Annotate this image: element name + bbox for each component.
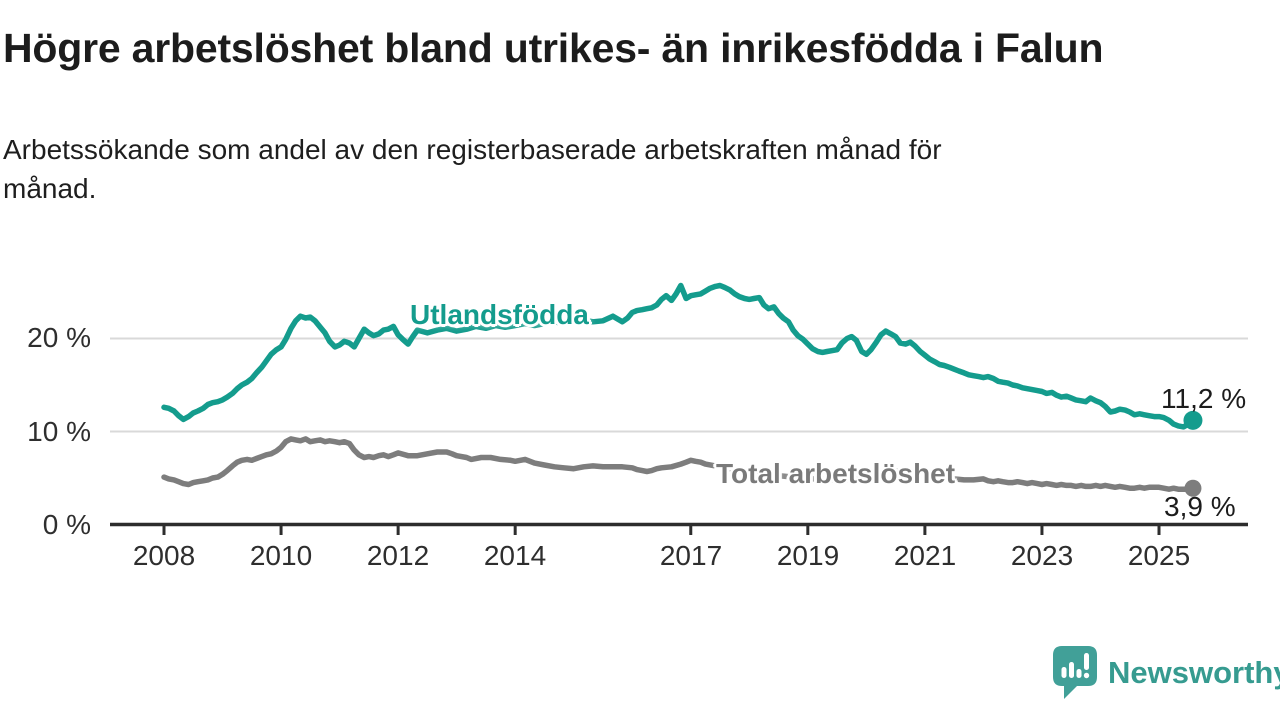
x-tick-label-2010: 2010 [249,540,313,571]
x-tick-label-2019: 2019 [776,540,840,571]
page-title: Högre arbetslöshet bland utrikes- än inr… [3,25,1104,71]
x-tick-label-2025: 2025 [1127,540,1191,571]
newsworthy-brand-text: Newsworthy [1108,655,1280,690]
y-tick-label-0: 0 % [42,509,91,540]
y-tick-label-20: 20 % [27,322,91,353]
y-tick-label-10: 10 % [27,416,91,447]
end-value-label-total: 3,9 % [1164,491,1236,522]
subtitle-line-2: månad. [3,173,97,204]
x-tick-label-2021: 2021 [893,540,957,571]
x-tick-label-2012: 2012 [366,540,430,571]
newsworthy-logo-icon [1053,646,1097,699]
x-tick-label-2023: 2023 [1010,540,1074,571]
series-label-total-arbetsloshet: Total arbetslöshet [716,458,956,489]
newsworthy-brand: Newsworthy [1052,645,1280,701]
chart-subtitle: Arbetssökande som andel av den registerb… [3,130,1223,208]
x-tick-label-2014: 2014 [483,540,547,571]
x-tick-label-2017: 2017 [659,540,723,571]
subtitle-line-1: Arbetssökande som andel av den registerb… [3,134,942,165]
end-value-label-utlandsfodda: 11,2 % [1161,383,1247,414]
x-tick-label-2008: 2008 [132,540,196,571]
series-label-utlandsfodda: Utlandsfödda [410,299,589,330]
